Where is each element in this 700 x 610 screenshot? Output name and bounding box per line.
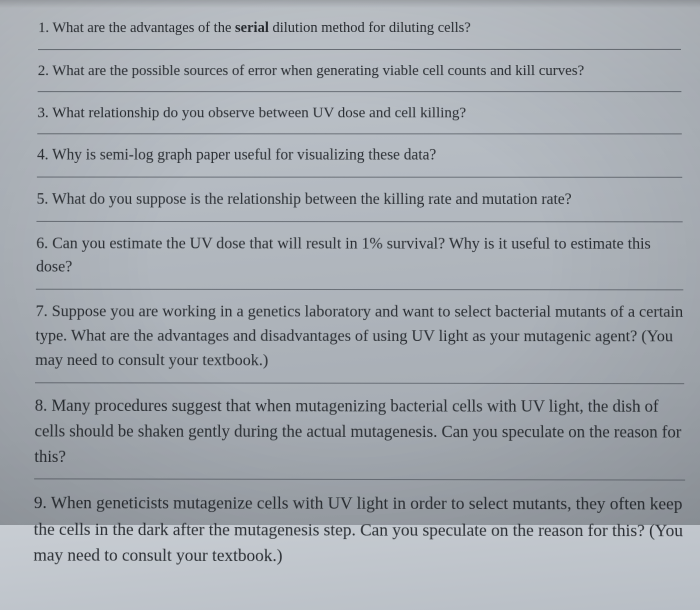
- question-text: What are the possible sources of error w…: [52, 63, 584, 79]
- question-text: Many procedures suggest that when mutage…: [34, 396, 681, 466]
- question-text: Can you estimate the UV dose that will r…: [36, 235, 651, 276]
- question-2: 2. What are the possible sources of erro…: [38, 60, 682, 92]
- question-number: 5.: [37, 191, 49, 208]
- question-1: 1. What are the advantages of the serial…: [38, 18, 681, 50]
- question-text-pre: What are the advantages of the: [52, 20, 235, 36]
- question-text: Suppose you are working in a genetics la…: [35, 303, 683, 369]
- question-number: 1.: [38, 20, 49, 36]
- question-number: 3.: [37, 105, 48, 121]
- question-7: 7. Suppose you are working in a genetics…: [35, 300, 684, 384]
- question-5: 5. What do you suppose is the relationsh…: [36, 188, 682, 222]
- question-number: 2.: [38, 63, 49, 79]
- question-number: 4.: [37, 147, 49, 164]
- question-3: 3. What relationship do you observe betw…: [37, 102, 682, 135]
- question-number: 7.: [36, 303, 48, 320]
- question-text: What do you suppose is the relationship …: [52, 191, 572, 208]
- question-number: 8.: [35, 396, 48, 415]
- question-number: 9.: [34, 493, 47, 513]
- question-number: 6.: [36, 235, 48, 252]
- question-9: 9. When geneticists mutagenize cells wit…: [33, 490, 686, 579]
- document-page: 1. What are the advantages of the serial…: [0, 0, 700, 610]
- question-text-post: dilution method for diluting cells?: [269, 20, 471, 36]
- question-text: Why is semi-log graph paper useful for v…: [52, 147, 436, 164]
- question-4: 4. Why is semi-log graph paper useful fo…: [37, 145, 682, 178]
- question-text: When geneticists mutagenize cells with U…: [33, 493, 683, 566]
- question-bold-word: serial: [235, 20, 269, 36]
- question-8: 8. Many procedures suggest that when mut…: [34, 393, 685, 480]
- question-text: What relationship do you observe between…: [52, 105, 466, 121]
- question-6: 6. Can you estimate the UV dose that wil…: [36, 232, 683, 291]
